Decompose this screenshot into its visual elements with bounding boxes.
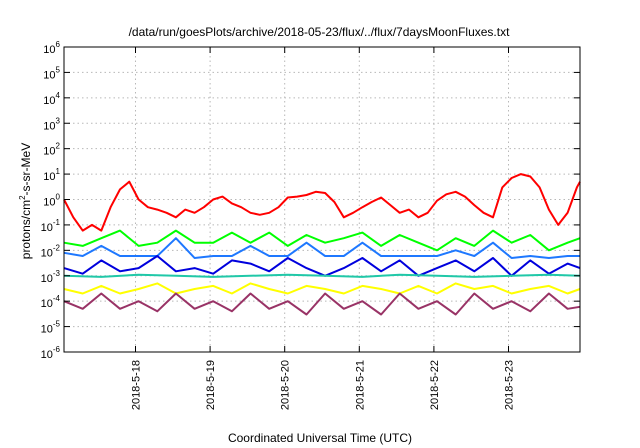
y-tick-label: 104 — [43, 91, 60, 107]
y-tick-base: 10 — [41, 324, 53, 336]
x-tick-label: 2018-5-18 — [130, 360, 142, 410]
y-tick-label: 105 — [43, 65, 60, 81]
y-tick-label: 102 — [43, 142, 60, 158]
y-tick-exp: -5 — [53, 320, 61, 329]
y-tick-base: 10 — [43, 69, 55, 81]
y-tick-base: 10 — [43, 197, 55, 209]
x-tick-label: 2018-5-20 — [280, 360, 292, 410]
y-tick-label: 10-4 — [41, 294, 61, 310]
y-tick-base: 10 — [43, 146, 55, 158]
y-tick-base: 10 — [41, 273, 53, 285]
chart-title: /data/run/goesPlots/archive/2018-05-23/f… — [129, 25, 511, 39]
y-tick-base: 10 — [43, 44, 55, 56]
y-tick-label: 10-1 — [41, 218, 61, 234]
y-tick-label: 103 — [43, 116, 60, 132]
grid — [64, 47, 580, 352]
x-axis-label: Coordinated Universal Time (UTC) — [228, 431, 412, 445]
y-tick-exp: 1 — [56, 167, 61, 176]
series-line-6 — [63, 282, 581, 295]
y-tick-label: 10-6 — [41, 345, 61, 361]
y-tick-exp: 3 — [56, 116, 61, 125]
axis-ticks: 10-610-510-410-310-210-11001011021031041… — [41, 40, 580, 410]
y-tick-exp: 5 — [56, 65, 61, 74]
y-tick-exp: -4 — [53, 294, 61, 303]
y-tick-base: 10 — [41, 298, 53, 310]
series-line-3 — [63, 237, 580, 259]
series-line-7 — [63, 292, 581, 316]
y-axis-label-sup: 2 — [18, 195, 27, 200]
y-tick-label: 10-5 — [41, 320, 61, 336]
y-tick-label: 10-3 — [41, 269, 61, 285]
y-tick-base: 10 — [41, 247, 53, 259]
y-tick-label: 100 — [43, 193, 60, 209]
series-line-5 — [63, 273, 581, 278]
series-group — [63, 173, 581, 316]
y-axis-label-base: protons/cm — [19, 200, 33, 259]
y-tick-exp: -3 — [53, 269, 61, 278]
y-tick-base: 10 — [43, 171, 55, 183]
series-line-4 — [63, 255, 581, 277]
y-axis-label-rest: -s-sr-MeV — [19, 143, 33, 196]
series-line-2 — [63, 229, 581, 252]
x-tick-label: 2018-5-22 — [429, 360, 441, 410]
y-tick-exp: -6 — [53, 345, 61, 354]
y-tick-exp: -1 — [53, 218, 61, 227]
x-tick-label: 2018-5-21 — [354, 360, 366, 410]
y-tick-label: 106 — [43, 40, 60, 56]
y-tick-base: 10 — [41, 222, 53, 234]
y-tick-base: 10 — [41, 349, 53, 361]
y-tick-label: 10-2 — [41, 243, 61, 259]
y-tick-label: 101 — [43, 167, 60, 183]
y-tick-base: 10 — [43, 95, 55, 107]
x-tick-label: 2018-5-23 — [504, 360, 516, 410]
y-axis-label: protons/cm2-s-sr-MeV — [18, 143, 33, 259]
y-tick-exp: 2 — [56, 142, 61, 151]
series-line-1 — [63, 173, 581, 232]
y-tick-exp: -2 — [53, 243, 61, 252]
x-tick-label: 2018-5-19 — [205, 360, 217, 410]
y-tick-base: 10 — [43, 120, 55, 132]
y-tick-exp: 4 — [56, 91, 61, 100]
y-tick-exp: 0 — [56, 193, 61, 202]
y-tick-exp: 6 — [56, 40, 61, 49]
